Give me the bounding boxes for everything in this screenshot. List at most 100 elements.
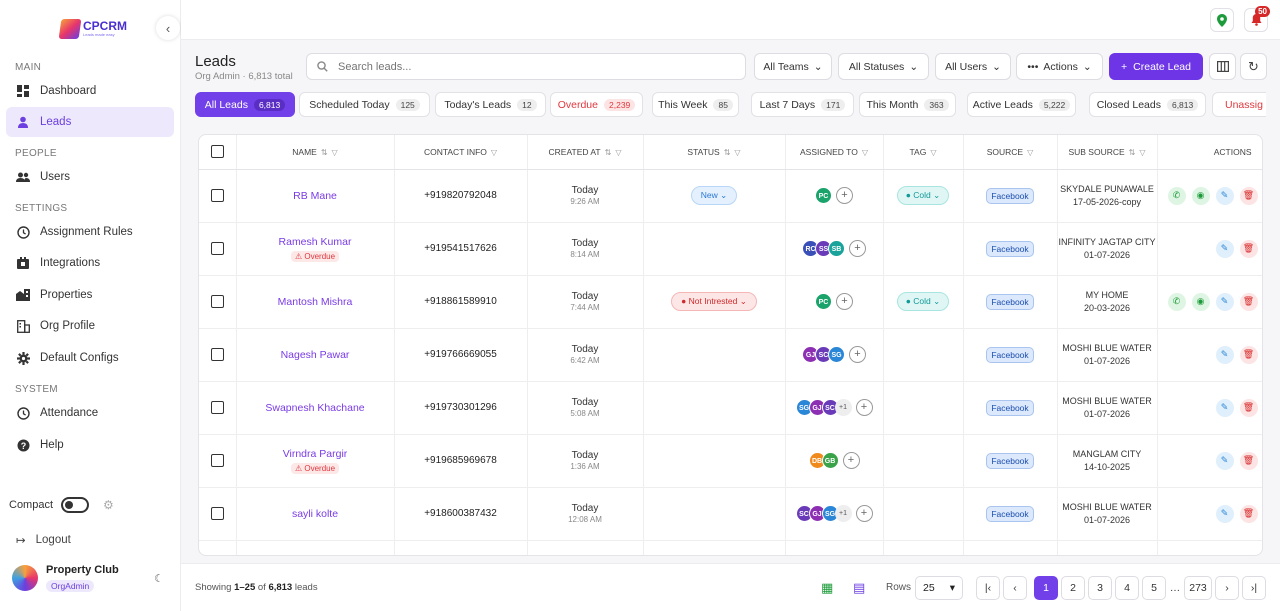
row-checkbox[interactable] (210, 507, 224, 520)
assignee-avatar[interactable]: SG (828, 346, 845, 363)
page-273-button[interactable]: 273 (1184, 576, 1212, 600)
filter-icon[interactable]: ▽ (861, 147, 868, 157)
filter-icon[interactable]: ▽ (734, 147, 741, 157)
moon-icon[interactable]: ☾ (154, 573, 164, 585)
sidebar-item-help[interactable]: ? Help (6, 430, 174, 460)
tab-all-leads[interactable]: All Leads 6,813 (195, 92, 295, 117)
status-dropdown[interactable]: New ⌄ (690, 186, 738, 205)
table-row[interactable]: RB Mane +919820792048 Today 9:26 AM New ⌄ PC +… (199, 169, 1262, 223)
row-checkbox[interactable] (210, 242, 224, 255)
lead-name-link[interactable]: Swapnesh Khachane (265, 401, 365, 414)
page-4-button[interactable]: 4 (1115, 576, 1139, 600)
sort-icon[interactable]: ⇅ (723, 147, 731, 157)
filter-icon[interactable]: ▽ (1139, 147, 1146, 157)
row-checkbox[interactable] (210, 401, 224, 414)
assignee-avatar[interactable]: GB (821, 452, 839, 469)
tag-dropdown[interactable]: ● Cold ⌄ (896, 186, 950, 205)
sidebar-item-integrations[interactable]: Integrations (6, 248, 174, 278)
sidebar-item-properties[interactable]: Properties (6, 280, 174, 310)
lead-name-link[interactable]: Nagesh Pawar (280, 348, 350, 361)
tab-todays-leads[interactable]: Today's Leads 12 (435, 92, 546, 117)
filter-icon[interactable]: ▽ (1027, 147, 1034, 157)
add-assignee-button[interactable]: + (836, 187, 853, 204)
lead-name-link[interactable]: Ramesh Kumar (278, 235, 352, 248)
next-page-button[interactable]: › (1215, 576, 1239, 600)
delete-button[interactable]: 🗑 (1239, 239, 1258, 258)
delete-button[interactable]: 🗑 (1239, 345, 1258, 364)
call-button[interactable]: ✆ (1167, 186, 1186, 205)
tab-unassigned[interactable]: Unassig (1212, 92, 1266, 117)
add-assignee-button[interactable]: + (855, 505, 873, 522)
table-row[interactable]: Mantosh Mishra +918861589910 Today 7:44 AM ●… (199, 275, 1262, 329)
page-5-button[interactable]: 5 (1142, 576, 1166, 600)
contact-phone[interactable]: +919685969678 (424, 455, 497, 466)
delete-button[interactable]: 🗑 (1239, 398, 1258, 417)
last-page-button[interactable]: ›| (1242, 576, 1266, 600)
delete-button[interactable]: 🗑 (1239, 292, 1258, 311)
col-tag[interactable]: TAG ▽ (883, 135, 964, 170)
edit-button[interactable]: ✎ (1215, 451, 1234, 470)
row-checkbox[interactable] (210, 348, 224, 361)
tab-this-month[interactable]: This Month 363 (859, 92, 956, 117)
select-all-checkbox[interactable] (210, 145, 224, 159)
sidebar-item-leads[interactable]: Leads (6, 107, 174, 137)
lead-name-link[interactable]: sayli kolte (291, 507, 339, 520)
more-assignees-badge[interactable]: +1 (834, 505, 852, 522)
page-2-button[interactable]: 2 (1061, 576, 1085, 600)
contact-phone[interactable]: +919766669055 (424, 349, 497, 360)
location-button[interactable] (1210, 8, 1234, 32)
assignee-avatar[interactable]: SB (828, 240, 845, 257)
add-assignee-button[interactable]: + (842, 452, 860, 469)
add-assignee-button[interactable]: + (849, 240, 866, 257)
table-view-icon[interactable]: ▦ (821, 580, 834, 595)
add-assignee-button[interactable]: + (849, 346, 866, 363)
contact-phone[interactable]: +919820792048 (424, 190, 497, 201)
table-row[interactable]: Virndra Pargir ⚠ Overdue +919685969678 Toda… (199, 434, 1262, 488)
sidebar-item-default-configs[interactable]: Default Configs (6, 343, 174, 373)
teams-filter[interactable]: All Teams ⌄ (754, 53, 832, 80)
table-row[interactable]: Nagesh Pawar +919766669055 Today 6:42 AM GJ S… (199, 328, 1262, 382)
row-checkbox[interactable] (210, 454, 224, 467)
contact-phone[interactable]: +919730301296 (424, 402, 497, 413)
table-row[interactable]: Swapnesh Khachane +919730301296 Today 5:08 … (199, 381, 1262, 435)
logout-button[interactable]: ↦ Logout (16, 533, 71, 547)
call-button[interactable]: ✆ (1167, 292, 1186, 311)
tab-closed-leads[interactable]: Closed Leads 6,813 (1089, 92, 1206, 117)
filter-icon[interactable]: ▽ (930, 147, 937, 157)
gear-icon[interactable]: ⚙ (103, 498, 114, 512)
more-assignees-badge[interactable]: +1 (834, 399, 852, 416)
table-row[interactable]: Ashish Chunne in Yesterday INFINITY JAGTAP… (199, 540, 1262, 555)
tab-scheduled-today[interactable]: Scheduled Today 125 (299, 92, 430, 117)
col-status[interactable]: STATUS ⇅ ▽ (643, 135, 786, 170)
create-lead-button[interactable]: + Create Lead (1109, 53, 1203, 80)
page-3-button[interactable]: 3 (1088, 576, 1112, 600)
first-page-button[interactable]: |‹ (976, 576, 1000, 600)
notifications-button[interactable]: 50 (1244, 6, 1270, 32)
users-filter[interactable]: All Users ⌄ (935, 53, 1011, 80)
contact-phone[interactable]: +918861589910 (424, 296, 497, 307)
edit-button[interactable]: ✎ (1215, 239, 1234, 258)
sidebar-item-users[interactable]: Users (6, 162, 174, 192)
compact-toggle[interactable] (61, 497, 90, 513)
delete-button[interactable]: 🗑 (1239, 504, 1258, 523)
brand-logo[interactable]: CPCRM Leads made easy (58, 17, 130, 41)
statuses-filter[interactable]: All Statuses ⌄ (838, 53, 929, 80)
table-row[interactable]: sayli kolte +918600387432 Today 12:08 AM SC G… (199, 487, 1262, 541)
card-view-icon[interactable]: ▤ (853, 580, 866, 595)
tag-dropdown[interactable]: ● Cold ⌄ (896, 292, 950, 311)
col-source[interactable]: SOURCE ▽ (963, 135, 1058, 170)
col-sub-source[interactable]: SUB SOURCE ⇅ ▽ (1057, 135, 1158, 170)
page-1-button[interactable]: 1 (1034, 576, 1058, 600)
sidebar-item-dashboard[interactable]: Dashboard (6, 76, 174, 106)
tab-overdue[interactable]: Overdue 2,239 (550, 92, 643, 117)
lead-name-link[interactable]: RB Mane (293, 189, 337, 202)
edit-button[interactable]: ✎ (1215, 345, 1234, 364)
lead-name-link[interactable]: Virndra Pargir (282, 447, 348, 460)
prev-page-button[interactable]: ‹ (1003, 576, 1027, 600)
col-created-at[interactable]: CREATED AT ⇅ ▽ (527, 135, 644, 170)
assignee-avatar[interactable]: PC (815, 293, 832, 310)
contact-phone[interactable]: +918600387432 (424, 508, 497, 519)
delete-button[interactable]: 🗑 (1239, 186, 1258, 205)
tab-this-week[interactable]: This Week 85 (652, 92, 739, 117)
edit-button[interactable]: ✎ (1215, 292, 1234, 311)
